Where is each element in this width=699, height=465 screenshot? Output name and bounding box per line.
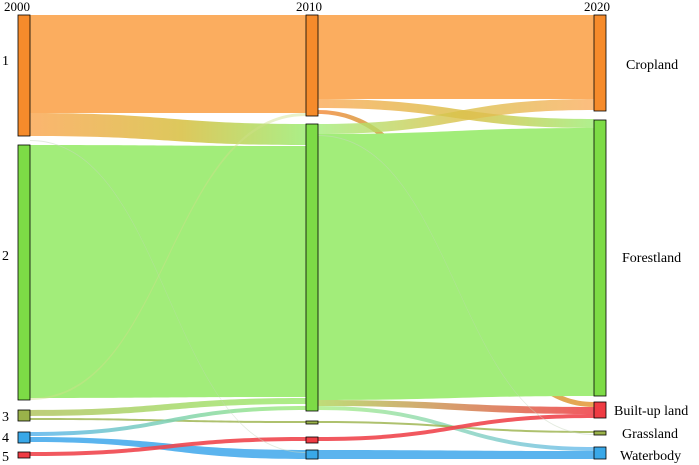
node-2010-cropland[interactable] <box>305 14 319 117</box>
node-2020-grass[interactable] <box>593 430 607 436</box>
node-2020-water[interactable] <box>593 446 607 460</box>
flow-cropland-cropland-2010-2020 <box>318 15 594 99</box>
left-label-2: 2 <box>2 249 9 264</box>
node-2010-grass[interactable] <box>305 420 319 425</box>
left-label-1: 1 <box>2 54 9 69</box>
year-label-2000: 2000 <box>4 0 30 14</box>
flow-forest-builtup-2010-2020 <box>318 400 594 414</box>
year-label-2010: 2010 <box>296 0 322 14</box>
flow-water-forest-2000-2010 <box>30 406 306 436</box>
links-2000-2010 <box>30 15 306 459</box>
left-label-4: 4 <box>2 431 9 446</box>
nodes-2020 <box>593 14 607 460</box>
flow-builtup-builtup-2000-2010 <box>30 437 306 456</box>
node-2000-cropland[interactable] <box>17 14 31 137</box>
node-2010-forest[interactable] <box>305 123 319 412</box>
year-label-2020: 2020 <box>584 0 610 14</box>
flow-grass-forest-2000-2010 <box>30 398 306 416</box>
flow-forest-cropland-2010-2020 <box>318 99 594 134</box>
node-2020-cropland[interactable] <box>593 14 607 112</box>
flow-forest-forest-2010-2020 <box>318 128 594 400</box>
node-2000-grass[interactable] <box>17 409 31 422</box>
class-label-cropland: Cropland <box>626 58 678 73</box>
flow-forest-cropland-2000-2010 <box>30 113 306 400</box>
flow-forest-water-thin-2000-2010 <box>30 140 306 453</box>
flow-water-water-2010-2020 <box>318 450 594 459</box>
flow-cropland-forest-2000-2010 <box>30 113 306 145</box>
node-2010-water[interactable] <box>305 449 319 460</box>
node-2020-builtup[interactable] <box>593 401 607 419</box>
left-label-3: 3 <box>2 410 9 425</box>
class-label-grassland: Grassland <box>622 427 678 442</box>
node-2000-water[interactable] <box>17 431 31 444</box>
class-label-waterbody: Waterbody <box>620 449 681 464</box>
flow-cropland-cropland-2000-2010 <box>30 15 306 113</box>
node-2020-forest[interactable] <box>593 119 607 397</box>
nodes-2000 <box>17 14 31 459</box>
node-2000-forest[interactable] <box>17 144 31 401</box>
nodes-2010 <box>305 14 319 460</box>
flow-forest-forest-2000-2010 <box>30 145 306 398</box>
node-2000-builtup[interactable] <box>17 451 31 459</box>
left-label-5: 5 <box>2 450 9 465</box>
flow-forest-grass-thin-2010-2020 <box>318 135 594 435</box>
class-label-forestland: Forestland <box>622 251 681 266</box>
node-2010-builtup[interactable] <box>305 436 319 444</box>
flow-builtup-builtup-2010-2020 <box>318 414 594 441</box>
links-2010-2020 <box>318 15 594 459</box>
class-label-builtup: Built-up land <box>614 404 688 419</box>
